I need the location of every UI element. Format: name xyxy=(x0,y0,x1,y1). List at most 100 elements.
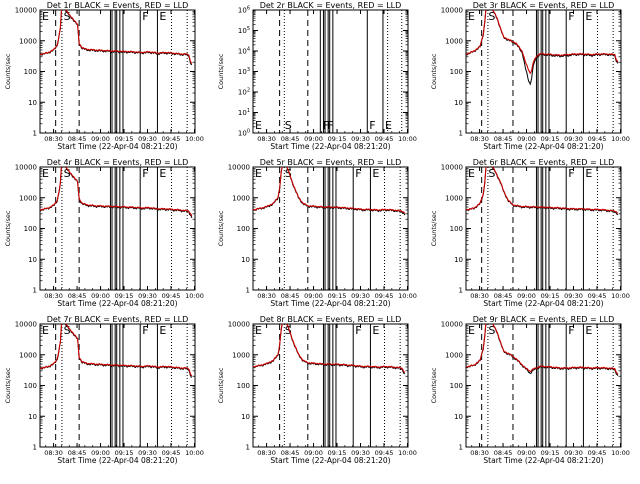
series-line-lld xyxy=(40,167,193,217)
panel-title: Det 8r BLACK = Events, RED = LLD xyxy=(260,315,402,324)
x-tick-label: 09:15 xyxy=(115,135,134,143)
x-tick-label: 09:30 xyxy=(564,449,583,457)
series-line-lld xyxy=(253,167,406,214)
y-tick-label: 100 xyxy=(450,382,463,390)
x-tick-label: 09:45 xyxy=(162,135,181,143)
marker-letter: S xyxy=(64,10,71,23)
x-tick-label: 08:45 xyxy=(494,135,513,143)
panel-title: Det 9r BLACK = Events, RED = LLD xyxy=(473,315,615,324)
x-tick-label: 10:00 xyxy=(185,292,204,300)
y-axis-label: Counts/sec xyxy=(430,367,438,403)
y-axis-label: Counts/sec xyxy=(217,53,225,89)
series-line-events xyxy=(253,324,406,375)
y-tick-label: 100 xyxy=(238,129,250,138)
panel-title: Det 4r BLACK = Events, RED = LLD xyxy=(47,158,189,167)
y-tick-label: 1000 xyxy=(19,37,37,45)
x-tick-label: 10:00 xyxy=(185,135,204,143)
x-tick-label: 10:00 xyxy=(611,135,630,143)
x-tick-label: 09:15 xyxy=(328,449,347,457)
x-tick-label: 08:45 xyxy=(68,292,87,300)
marker-letter: F xyxy=(369,119,375,132)
marker-letter: S xyxy=(488,167,495,180)
marker-letter: S xyxy=(285,324,292,337)
series-line-events xyxy=(466,10,619,86)
x-tick-label: 08:30 xyxy=(44,292,63,300)
x-tick-label: 09:00 xyxy=(91,449,110,457)
marker-letter: E xyxy=(372,167,379,180)
y-tick-label: 100 xyxy=(237,225,250,233)
y-tick-label: 1000 xyxy=(445,351,463,359)
y-tick-label: 1000 xyxy=(445,37,463,45)
marker-letter: E xyxy=(468,324,475,337)
series-line-lld xyxy=(466,324,619,375)
marker-letter: S xyxy=(64,324,71,337)
y-tick-label: 1000 xyxy=(19,194,37,202)
marker-letter: F xyxy=(142,10,148,23)
y-axis-label: Counts/sec xyxy=(430,53,438,89)
detector-panel-1r: Det 1r BLACK = Events, RED = LLD Counts/s… xyxy=(4,1,204,151)
x-tick-label: 09:30 xyxy=(351,292,370,300)
y-axis-label: Counts/sec xyxy=(430,210,438,246)
x-tick-label: 09:15 xyxy=(328,292,347,300)
marker-letter: F xyxy=(568,324,574,337)
y-tick-label: 1 xyxy=(459,444,463,452)
y-tick-label: 102 xyxy=(238,88,250,97)
marker-letter: F xyxy=(568,10,574,23)
marker-letter: F xyxy=(568,167,574,180)
series-line-lld xyxy=(40,10,193,64)
marker-letter: E xyxy=(42,10,49,23)
y-tick-label: 1 xyxy=(246,287,250,295)
marker-letter: S xyxy=(488,10,495,23)
y-tick-label: 10000 xyxy=(15,321,37,329)
y-tick-label: 100 xyxy=(24,382,37,390)
marker-letter: E xyxy=(255,324,262,337)
x-axis-label: Start Time (22-Apr-04 08:21:20) xyxy=(483,299,603,308)
x-tick-label: 09:30 xyxy=(351,449,370,457)
x-tick-label: 08:45 xyxy=(281,449,300,457)
y-tick-label: 10 xyxy=(28,256,37,264)
x-tick-label: 09:00 xyxy=(517,449,536,457)
y-tick-label: 100 xyxy=(450,68,463,76)
x-tick-label: 10:00 xyxy=(398,449,417,457)
x-tick-label: 09:15 xyxy=(328,135,347,143)
series-line-lld xyxy=(253,324,406,374)
y-tick-label: 10000 xyxy=(441,164,463,172)
marker-letter: S xyxy=(285,119,292,132)
marker-letter: F xyxy=(322,119,328,132)
x-tick-label: 08:30 xyxy=(257,135,276,143)
x-axis-label: Start Time (22-Apr-04 08:21:20) xyxy=(270,142,390,151)
x-tick-label: 09:45 xyxy=(375,135,394,143)
y-tick-label: 103 xyxy=(238,67,250,76)
panel-title: Det 3r BLACK = Events, RED = LLD xyxy=(473,1,615,10)
x-tick-label: 09:00 xyxy=(91,292,110,300)
series-line-lld xyxy=(466,167,619,214)
y-tick-label: 1 xyxy=(459,130,463,138)
marker-letter: F xyxy=(327,119,333,132)
marker-letter: S xyxy=(488,324,495,337)
x-axis-label: Start Time (22-Apr-04 08:21:20) xyxy=(483,142,603,151)
x-tick-label: 09:30 xyxy=(138,135,157,143)
x-tick-label: 09:45 xyxy=(588,292,607,300)
y-axis-label: Counts/sec xyxy=(217,210,225,246)
marker-letter: E xyxy=(468,10,475,23)
marker-letter: E xyxy=(468,167,475,180)
x-tick-label: 09:45 xyxy=(162,449,181,457)
detector-panel-5r: Det 5r BLACK = Events, RED = LLD Counts/s… xyxy=(217,158,417,308)
detector-panel-4r: Det 4r BLACK = Events, RED = LLD Counts/s… xyxy=(4,158,204,308)
y-tick-label: 10 xyxy=(454,413,463,421)
x-axis-label: Start Time (22-Apr-04 08:21:20) xyxy=(57,142,177,151)
x-axis-label: Start Time (22-Apr-04 08:21:20) xyxy=(483,456,603,465)
x-tick-label: 09:30 xyxy=(351,135,370,143)
x-tick-label: 08:45 xyxy=(281,292,300,300)
marker-letter: E xyxy=(385,119,392,132)
x-tick-label: 10:00 xyxy=(398,292,417,300)
y-tick-label: 105 xyxy=(238,26,250,35)
x-tick-label: 09:00 xyxy=(304,292,323,300)
marker-letter: E xyxy=(585,10,592,23)
marker-letter: E xyxy=(159,167,166,180)
x-axis-label: Start Time (22-Apr-04 08:21:20) xyxy=(57,299,177,308)
detector-panel-7r: Det 7r BLACK = Events, RED = LLD Counts/s… xyxy=(4,315,204,465)
y-tick-label: 10000 xyxy=(228,164,250,172)
x-tick-label: 09:45 xyxy=(375,449,394,457)
